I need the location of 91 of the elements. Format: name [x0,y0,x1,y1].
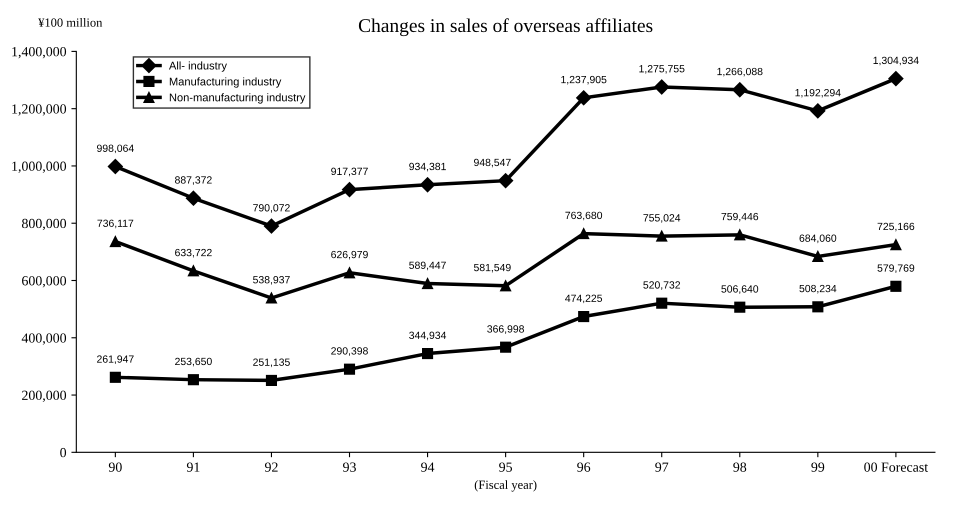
point [108,158,123,174]
point [344,364,356,375]
data-label: 790,072 [253,204,290,213]
y-tick-label: 200,000 [22,390,66,402]
x-tick-label: 99 [811,462,824,472]
x-tick-label: 93 [343,462,356,472]
data-label: 1,304,934 [874,56,919,66]
y-axis-title: ¥100 million [38,18,102,27]
point [188,374,199,386]
point [812,301,824,312]
data-label: 917,377 [331,168,368,176]
data-label: 1,237,905 [561,76,606,84]
point [110,372,121,383]
data-label: 887,372 [175,176,212,185]
data-label: 626,979 [331,250,368,260]
y-tick-label: 0 [60,448,66,458]
point [422,348,434,360]
data-label: 366,998 [487,325,524,334]
point [420,177,436,192]
y-tick-label: 1,400,000 [12,46,66,58]
x-tick-label: 96 [577,462,590,472]
data-label: 581,549 [474,264,511,272]
point [500,342,512,353]
data-label: 948,547 [474,158,511,168]
data-label: 253,650 [175,358,212,366]
data-label: 344,934 [409,332,446,340]
legend-label: Manufacturing industry [170,77,282,88]
data-label: 589,447 [409,262,446,270]
x-tick-label: 95 [499,462,512,472]
data-label: 998,064 [97,144,134,154]
data-label: 1,266,088 [717,68,763,76]
data-label: 934,381 [409,162,446,172]
point [656,298,668,309]
point [888,71,904,86]
x-tick-label: 00 Forecast [864,462,928,472]
point [266,374,278,386]
y-tick-label: 400,000 [22,333,66,345]
point [812,250,824,262]
point [734,302,746,313]
data-label: 538,937 [253,276,290,285]
data-label: 684,060 [800,234,836,244]
data-label: 725,166 [878,222,914,232]
point [266,292,278,304]
x-tick-label: 98 [733,462,746,472]
point [110,236,121,248]
y-tick-label: 1,000,000 [12,162,66,173]
point [810,103,826,118]
data-label: 1,275,755 [639,65,684,74]
y-tick-label: 800,000 [22,218,66,230]
legend-label: Non-manufacturing industry [170,93,306,104]
data-label: 474,225 [565,294,602,304]
point [732,82,748,98]
data-label: 520,732 [643,281,680,290]
data-label: 755,024 [643,214,680,223]
data-label: 251,135 [253,358,290,368]
point [342,182,358,198]
point [186,190,201,206]
point [890,239,902,250]
point [734,229,746,240]
point [890,280,902,292]
data-label: 633,722 [175,248,212,258]
x-tick-label: 94 [421,462,434,472]
chart-title: Changes in sales of overseas affiliates [358,18,652,36]
x-tick-label: 90 [108,462,122,472]
x-tick-label: 97 [655,462,668,472]
point [422,278,434,290]
point [500,280,512,292]
point [578,310,590,322]
data-label: 261,947 [97,355,134,364]
x-axis-title: (Fiscal year) [474,480,536,492]
data-label: 290,398 [331,347,368,356]
point [656,230,668,242]
x-tick-label: 91 [186,462,200,472]
data-label: 763,680 [565,212,602,220]
point [344,267,356,278]
data-label: 736,117 [97,220,134,228]
legend-label: All- industry [168,61,227,72]
point [498,173,514,188]
point [576,90,592,106]
point [654,79,670,95]
y-tick-label: 600,000 [22,276,66,288]
point [188,265,199,276]
point [264,218,280,234]
data-label: 579,769 [877,264,914,273]
data-label: 1,192,294 [795,88,841,98]
data-label: 506,640 [721,285,758,294]
y-tick-label: 1,200,000 [12,104,66,116]
data-label: 508,234 [799,284,836,294]
point [578,228,590,240]
x-tick-label: 92 [264,462,278,472]
data-label: 759,446 [721,212,758,222]
